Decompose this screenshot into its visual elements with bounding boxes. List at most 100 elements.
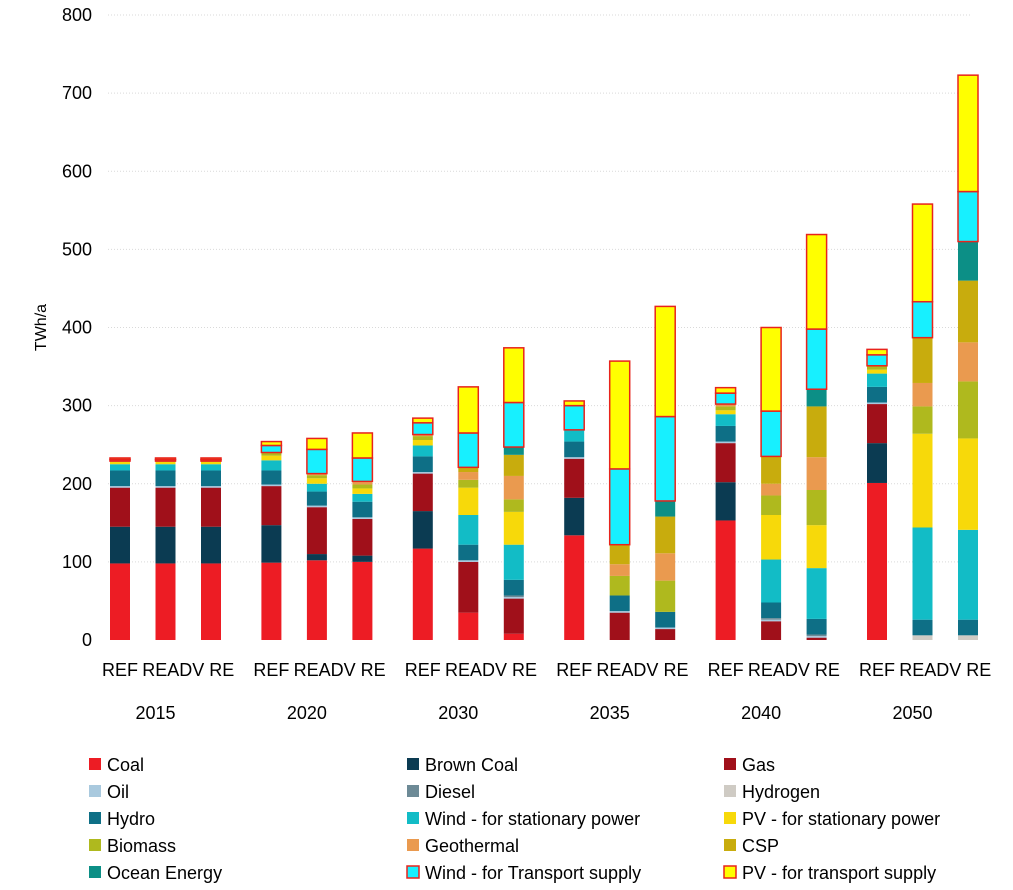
legend-label: Oil bbox=[107, 782, 129, 802]
bar-segment-biomass bbox=[867, 365, 887, 370]
bar-segment-wind-for-stationary-power bbox=[958, 529, 978, 620]
y-tick-label: 0 bbox=[82, 630, 92, 650]
legend-item: Brown Coal bbox=[407, 755, 518, 775]
bar-segment-pv-for-transport-supply bbox=[260, 440, 283, 447]
bar-segment-hydrogen bbox=[912, 635, 933, 640]
bar-segment-diesel bbox=[761, 618, 782, 620]
legend: Coal Brown Coal Gas Oil Diesel Hydrogen Hydro W… bbox=[89, 755, 940, 883]
y-axis-label: TWh/a bbox=[33, 304, 50, 351]
legend-swatch bbox=[724, 812, 736, 824]
bar-segment-pv-for-stationary-power bbox=[912, 433, 933, 528]
bar-2030-adv-re bbox=[503, 347, 525, 640]
x-tick-label-ref: REF bbox=[102, 660, 138, 680]
bar-segment-wind-for-transport-supply bbox=[503, 401, 525, 448]
x-tick-label-ref: REF bbox=[708, 660, 744, 680]
legend-item: Gas bbox=[724, 755, 775, 775]
bar-segment-coal bbox=[458, 612, 479, 640]
bar-segment-coal bbox=[261, 562, 282, 640]
bar-segment-wind-for-transport-supply bbox=[911, 300, 934, 339]
legend-item: Wind - for Transport supply bbox=[406, 863, 641, 883]
bar-segment-brown-coal bbox=[306, 554, 327, 561]
legend-item: PV - for stationary power bbox=[724, 809, 940, 829]
x-group-label: 2040 bbox=[741, 703, 781, 723]
bar-segment-oil bbox=[715, 441, 736, 444]
bar-segment-wind-for-stationary-power bbox=[352, 493, 373, 502]
bar-segment-geothermal bbox=[912, 382, 933, 407]
bar-segment-wind-for-transport-supply bbox=[351, 457, 374, 483]
bar-segment-pv-for-transport-supply bbox=[608, 360, 631, 470]
bar-segment-gas bbox=[306, 507, 327, 555]
bar-segment-pv-for-transport-supply bbox=[654, 305, 676, 418]
bar-segment-coal bbox=[715, 520, 736, 640]
x-tick-label-re-advre: READV RE bbox=[748, 660, 840, 680]
bar-segment-csp bbox=[912, 337, 933, 383]
bar-segment-wind-for-stationary-power bbox=[155, 464, 176, 471]
bar-2030-ref bbox=[412, 417, 434, 640]
bar-segment-pv-for-transport-supply bbox=[957, 74, 979, 193]
bar-segment-geothermal bbox=[412, 434, 433, 437]
bar-segment-oil bbox=[261, 484, 282, 487]
bar-segment-wind-for-stationary-power bbox=[912, 527, 933, 620]
bar-segment-wind-for-transport-supply bbox=[260, 444, 283, 454]
legend-label: CSP bbox=[742, 836, 779, 856]
bar-segment-pv-for-transport-supply bbox=[109, 457, 131, 461]
bar-segment-pv-for-transport-supply bbox=[412, 417, 434, 424]
x-tick-label-re-advre: READV RE bbox=[596, 660, 688, 680]
bar-segment-brown-coal bbox=[201, 526, 221, 564]
legend-swatch bbox=[406, 865, 420, 879]
legend-item: Ocean Energy bbox=[89, 863, 222, 883]
bar-segment-biomass bbox=[306, 475, 327, 479]
legend-swatch bbox=[89, 758, 101, 770]
bar-segment-pv-for-stationary-power bbox=[503, 511, 524, 545]
legend-label: Ocean Energy bbox=[107, 863, 222, 883]
x-group-label: 2035 bbox=[590, 703, 630, 723]
x-tick-label-re-advre: READV RE bbox=[445, 660, 537, 680]
bar-segment-wind-for-stationary-power bbox=[306, 483, 327, 492]
bar-segment-biomass bbox=[261, 452, 282, 456]
bar-segment-wind-for-transport-supply bbox=[563, 404, 585, 431]
bar-segment-hydro bbox=[306, 491, 327, 506]
bar-segment-wind-for-stationary-power bbox=[458, 515, 479, 545]
bar-segment-hydro bbox=[352, 501, 373, 518]
bar-2040-adv-re bbox=[805, 233, 828, 640]
bar-segment-csp bbox=[806, 406, 827, 458]
bar-segment-geothermal bbox=[806, 457, 827, 490]
bar-segment-wind-for-transport-supply bbox=[866, 354, 888, 367]
bar-segment-hydro bbox=[564, 441, 585, 458]
y-tick-label: 300 bbox=[62, 396, 92, 416]
bar-segment-wind-for-stationary-power bbox=[261, 460, 282, 471]
bar-segment-csp bbox=[761, 456, 782, 484]
x-tick-label-ref: REF bbox=[253, 660, 289, 680]
bar-segment-pv-for-stationary-power bbox=[458, 487, 479, 515]
y-tick-label: 700 bbox=[62, 83, 92, 103]
x-tick-label-ref: REF bbox=[859, 660, 895, 680]
bar-segment-pv-for-stationary-power bbox=[761, 515, 782, 560]
bar-segment-ocean-energy bbox=[503, 447, 524, 455]
bar-segment-biomass bbox=[412, 436, 433, 440]
bar-segment-coal bbox=[564, 535, 585, 640]
legend-item: Geothermal bbox=[407, 836, 519, 856]
x-group-label: 2015 bbox=[135, 703, 175, 723]
legend-swatch bbox=[89, 839, 101, 851]
bar-segment-oil bbox=[155, 486, 176, 488]
bar-segment-biomass bbox=[958, 381, 978, 439]
bar-2040-ref bbox=[714, 386, 737, 640]
legend-label: PV - for transport supply bbox=[742, 863, 936, 883]
bar-segment-biomass bbox=[458, 479, 479, 488]
bar-segment-hydro bbox=[110, 470, 130, 487]
bar-segment-oil bbox=[110, 486, 130, 488]
bar-2050-ref bbox=[866, 348, 888, 640]
bar-segment-wind-for-stationary-power bbox=[110, 464, 130, 471]
legend-item: Hydro bbox=[89, 809, 155, 829]
bar-segment-gas bbox=[352, 518, 373, 556]
bar-segment-pv-for-transport-supply bbox=[760, 326, 782, 412]
bar-segment-brown-coal bbox=[564, 497, 585, 536]
bar-segment-gas bbox=[806, 637, 827, 640]
grid-lines bbox=[108, 14, 972, 563]
bar-segment-wind-for-transport-supply bbox=[306, 448, 328, 475]
bar-segment-hydro bbox=[867, 386, 887, 403]
bar-segment-brown-coal bbox=[412, 511, 433, 549]
bar-segment-brown-coal bbox=[352, 555, 373, 562]
legend-swatch bbox=[407, 758, 419, 770]
bar-segment-geothermal bbox=[352, 482, 373, 485]
